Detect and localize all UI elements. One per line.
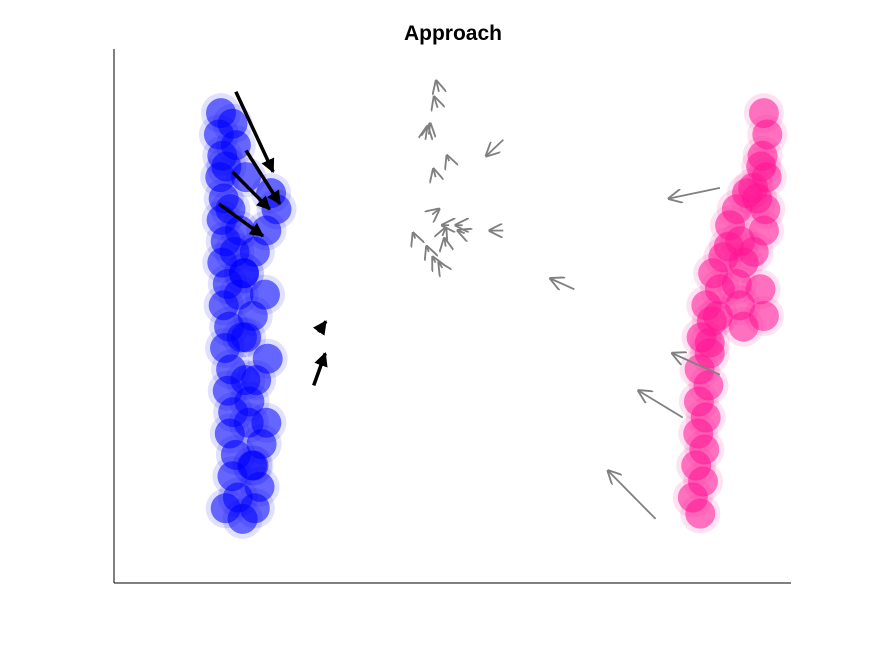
gray-arrow <box>425 126 427 139</box>
data-point <box>252 343 283 374</box>
gray-arrow <box>413 233 415 238</box>
gray-arrow <box>669 186 721 199</box>
gray-arrow <box>427 247 429 252</box>
gray-arrow <box>436 81 439 92</box>
data-point <box>725 290 756 321</box>
gray-arrow <box>434 97 437 108</box>
data-point <box>738 172 769 203</box>
data-point <box>745 274 776 305</box>
blue-cluster-series <box>198 93 297 539</box>
black-arrow <box>244 149 282 206</box>
data-point <box>702 301 733 331</box>
data-point <box>713 231 744 262</box>
pink-cluster-series <box>672 93 788 534</box>
gray-arrow <box>639 391 684 419</box>
data-point <box>228 258 259 289</box>
gray-arrow <box>433 257 436 262</box>
gray-arrow <box>439 263 442 268</box>
data-point <box>226 322 257 353</box>
black-arrow <box>231 170 271 211</box>
data-point <box>685 498 716 529</box>
gray-arrow <box>608 471 657 520</box>
data-point <box>748 215 779 246</box>
plot-area <box>198 81 788 539</box>
gray-arrow <box>486 139 504 156</box>
data-point <box>249 279 280 310</box>
gray-arrow <box>442 228 445 236</box>
gray-arrow <box>551 279 575 290</box>
gray-arrow <box>432 209 439 214</box>
gray-arrow <box>458 231 465 234</box>
gray-arrow <box>673 353 721 376</box>
black-arrow <box>217 202 265 238</box>
data-point <box>217 108 248 139</box>
gray-arrow <box>444 239 445 247</box>
data-point <box>237 450 268 481</box>
data-point <box>694 327 725 358</box>
data-point <box>230 365 261 396</box>
gray-arrow <box>434 169 436 177</box>
gray-arrow <box>447 156 449 161</box>
data-point <box>233 407 264 438</box>
gray-arrow <box>429 124 430 135</box>
black-arrow <box>234 90 275 174</box>
black-arrow <box>312 320 328 336</box>
chart-title: Approach <box>404 22 502 45</box>
black-arrow <box>312 352 328 387</box>
